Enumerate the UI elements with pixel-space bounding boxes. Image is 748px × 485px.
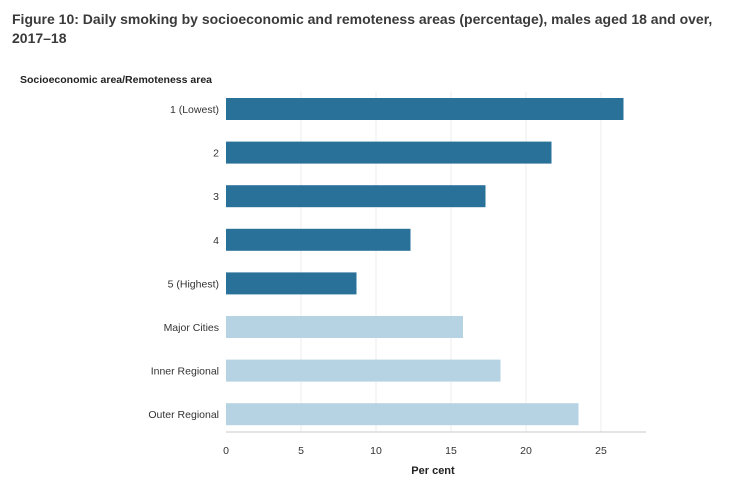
tick-label: 20 [520, 445, 532, 457]
category-label: Major Cities [164, 322, 219, 334]
bar [226, 403, 579, 426]
bar [226, 228, 411, 251]
tick-label: 5 [298, 445, 304, 457]
category-label: 2 [213, 148, 219, 160]
category-label: 4 [213, 235, 219, 247]
bar [226, 141, 552, 164]
category-labels: 1 (Lowest) 2 3 4 5 (Highest) Major Cities Inne… [148, 104, 219, 421]
tick-label: 0 [223, 445, 229, 457]
bar [226, 185, 486, 208]
bar [226, 98, 624, 120]
category-label: Inner Regional [151, 366, 219, 378]
x-tick-labels: 0 5 10 15 20 25 [223, 445, 607, 457]
category-label: 3 [213, 191, 219, 203]
chart-title: Figure 10: Daily smoking by socioeconomi… [12, 11, 713, 46]
category-label: Outer Regional [148, 409, 219, 421]
bars [226, 98, 624, 426]
bar [226, 272, 357, 295]
tick-label: 15 [445, 445, 457, 457]
bar [226, 359, 501, 382]
bar [226, 316, 463, 338]
tick-label: 10 [370, 445, 382, 457]
category-label: 1 (Lowest) [170, 104, 219, 116]
y-axis-title: Socioeconomic area/Remoteness area [20, 74, 213, 86]
category-label: 5 (Highest) [168, 278, 219, 290]
tick-label: 25 [595, 445, 607, 457]
x-axis-title: Per cent [411, 465, 455, 477]
